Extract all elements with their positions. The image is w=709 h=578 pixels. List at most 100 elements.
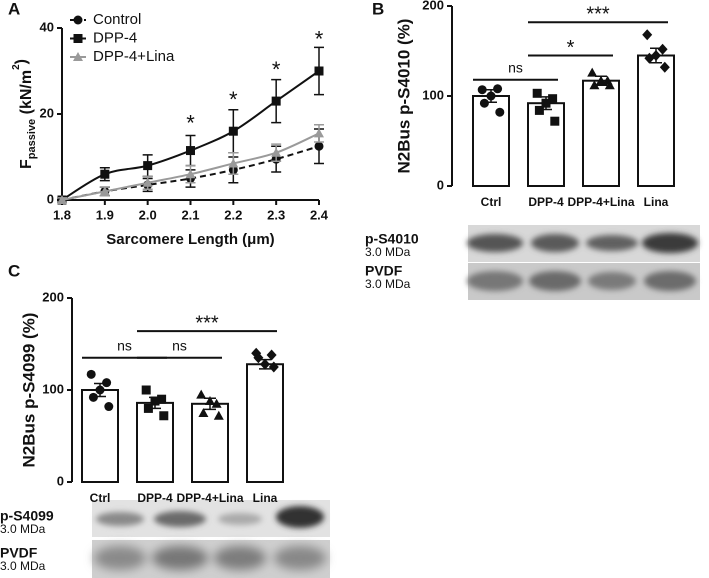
marker [550,116,560,126]
marker [314,128,324,138]
blot-size: 3.0 MDa [0,559,46,573]
marker [150,396,160,406]
marker [213,410,224,420]
panel-letter: C [8,261,20,280]
x-tick-label: Ctrl [481,195,502,209]
y-tick-label: 20 [40,105,54,120]
marker [314,66,324,76]
annotation: * [229,87,238,112]
marker [548,94,558,104]
blot-bands [94,546,326,570]
x-tick-label: DPP-4+Lina [176,491,243,505]
marker [205,396,215,406]
x-tick-label: Lina [644,195,669,209]
marker [314,141,324,151]
marker [589,80,600,90]
marker [100,169,110,179]
x-tick-label: DPP-4+Lina [567,195,634,209]
blot-size: 3.0 MDa [365,277,411,291]
blot-images [92,225,700,578]
marker [95,385,105,395]
y-axis-label: Fpassive (kN/m2) [11,59,38,169]
marker [57,195,67,204]
marker [266,349,277,361]
x-axis-label: Sarcomere Length (μm) [106,231,274,248]
marker [271,96,281,106]
x-tick-label: 2.2 [224,207,242,222]
marker [604,80,615,90]
marker [142,177,153,187]
bar [527,102,565,187]
bar [582,79,620,187]
y-tick-label: 40 [40,19,54,34]
y-axis-label-part: passive [26,119,38,159]
marker [185,169,196,179]
y-axis-label-part: F [18,159,35,169]
x-tick-label: 2.0 [139,207,157,222]
legend-label: Control [93,11,141,28]
y-axis-label: N2Bus p-S4010 (%) [394,19,413,174]
marker [495,107,505,117]
marker [211,398,222,408]
blot-bands [467,271,696,291]
marker [228,158,239,168]
blot-label: p-S4010 [365,231,419,247]
annotation: * [315,27,324,52]
marker [659,61,670,73]
marker [141,385,151,395]
marker [493,84,503,94]
annotation: * [272,57,281,82]
annotation: * [186,111,195,136]
y-tick-label: 200 [42,289,64,304]
marker [534,105,544,115]
marker [479,98,489,108]
x-tick-label: Ctrl [90,491,111,505]
y-tick-label: 100 [42,381,64,396]
y-axis-label-part: ) [13,59,30,64]
y-tick-label: 0 [437,177,444,192]
y-tick-label: 200 [422,0,444,12]
blot-label: PVDF [0,545,38,561]
marker [157,394,167,404]
marker [159,411,169,421]
marker [271,147,282,157]
significance-label: *** [586,3,610,25]
marker [541,98,551,108]
marker [228,126,238,136]
marker [642,29,653,41]
y-axis-label-part: 2 [11,64,22,70]
marker [253,352,264,364]
y-tick-label: 100 [422,87,444,102]
x-tick-label: 2.4 [310,207,329,222]
marker [651,50,661,61]
blot-label: PVDF [365,263,403,279]
marker [143,403,153,413]
marker [587,67,598,77]
legend-label: DPP-4 [93,29,137,46]
legend-marker [73,15,83,25]
legend-marker [73,52,83,61]
y-axis-label-part: (kN/m [18,70,35,119]
bar [637,54,675,187]
x-tick-label: DPP-4 [528,195,564,209]
panel-letter: A [8,0,20,18]
significance-label: ns [172,338,187,354]
legend-label: DPP-4+Lina [93,48,175,65]
bar [472,95,510,187]
marker [86,369,96,379]
marker [532,88,542,98]
marker [657,43,668,55]
significance-label: * [567,37,575,59]
x-tick-label: Lina [253,491,278,505]
significance-label: ns [117,338,132,354]
marker [268,361,279,373]
marker [196,389,207,399]
y-axis-label: N2Bus p-S4099 (%) [19,313,38,468]
x-tick-label: 1.9 [96,207,114,222]
marker [99,186,110,196]
y-tick-label: 0 [47,191,54,206]
significance-label: *** [195,312,219,334]
marker [486,91,496,101]
marker [186,146,195,156]
